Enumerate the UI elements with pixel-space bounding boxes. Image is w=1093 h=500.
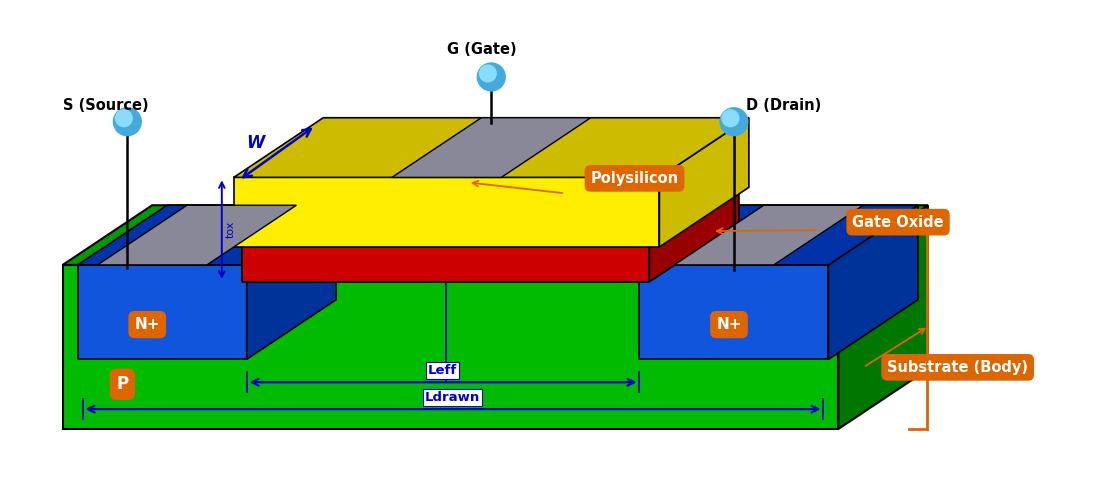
Text: S (Source): S (Source) (62, 98, 149, 114)
Circle shape (720, 108, 748, 136)
Text: tox: tox (226, 220, 236, 238)
Polygon shape (242, 247, 649, 282)
Text: Substrate (Body): Substrate (Body) (888, 360, 1029, 375)
Text: Ldrawn: Ldrawn (425, 391, 480, 404)
Polygon shape (97, 205, 296, 265)
Text: Leff: Leff (428, 364, 457, 378)
Polygon shape (838, 205, 928, 429)
Text: N+: N+ (134, 317, 160, 332)
Text: W: W (247, 134, 265, 152)
Polygon shape (234, 118, 749, 178)
Polygon shape (78, 265, 247, 360)
Circle shape (480, 65, 496, 82)
Polygon shape (659, 118, 749, 247)
Text: G (Gate): G (Gate) (447, 42, 516, 56)
Polygon shape (234, 178, 659, 247)
Polygon shape (674, 205, 863, 265)
Polygon shape (639, 205, 918, 265)
Polygon shape (649, 188, 739, 282)
Text: P: P (116, 375, 129, 393)
Text: Gate Oxide: Gate Oxide (853, 214, 944, 230)
Circle shape (116, 110, 132, 126)
Text: N+: N+ (716, 317, 742, 332)
Circle shape (478, 63, 505, 91)
Polygon shape (247, 205, 337, 360)
Polygon shape (392, 118, 590, 178)
Text: D (Drain): D (Drain) (745, 98, 821, 114)
Polygon shape (62, 265, 838, 429)
Polygon shape (78, 205, 337, 265)
Polygon shape (62, 205, 928, 265)
Circle shape (722, 110, 739, 126)
Polygon shape (639, 265, 828, 360)
Circle shape (114, 108, 141, 136)
Polygon shape (828, 205, 918, 360)
Polygon shape (242, 188, 739, 247)
Text: Polysilicon: Polysilicon (590, 171, 679, 186)
